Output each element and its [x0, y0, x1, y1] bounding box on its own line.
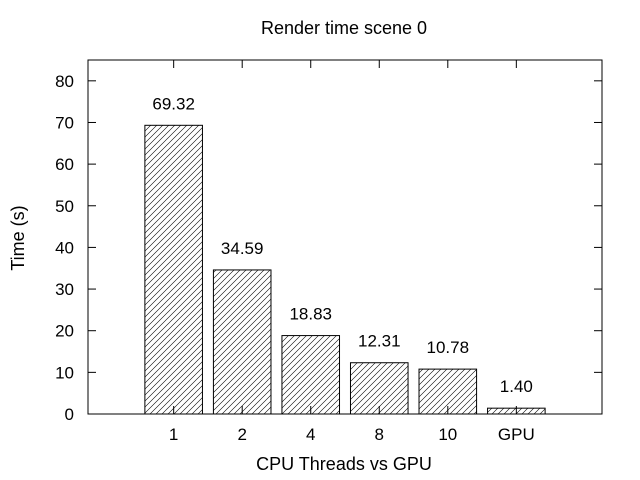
x-tick-label: 8 [375, 425, 384, 444]
chart-title: Render time scene 0 [261, 18, 427, 38]
x-tick-label: 1 [169, 425, 178, 444]
x-tick-label: 4 [306, 425, 315, 444]
plot-frame [87, 59, 603, 415]
y-tick-label: 30 [55, 280, 74, 299]
bar-8 [349, 362, 409, 415]
y-tick-label: 60 [55, 155, 74, 174]
x-tick-label: 2 [237, 425, 246, 444]
data-label: 1.40 [500, 377, 533, 396]
y-tick-label: 70 [55, 113, 74, 132]
data-label: 69.32 [152, 94, 195, 113]
y-tick-label: 10 [55, 363, 74, 382]
x-tick-label: GPU [498, 425, 535, 444]
x-tick-label: 10 [438, 425, 457, 444]
x-axis-label: CPU Threads vs GPU [256, 454, 432, 474]
data-label: 10.78 [427, 338, 470, 357]
y-tick-label: 80 [55, 72, 74, 91]
y-tick-label: 40 [55, 238, 74, 257]
y-tick-label: 20 [55, 322, 74, 341]
bar-4 [281, 335, 341, 415]
plot-area: 0 10 20 30 40 50 60 70 80 1 69.32 2 34.59 4 18.83 8 12.3… [55, 59, 603, 444]
y-tick-label: 0 [65, 405, 74, 424]
data-label: 18.83 [289, 305, 332, 324]
y-axis-label: Time (s) [8, 205, 28, 270]
data-label: 34.59 [221, 239, 264, 258]
data-label: 12.31 [358, 332, 401, 351]
bar-1 [144, 124, 203, 415]
bar-2 [212, 269, 272, 415]
y-tick-label: 50 [55, 197, 74, 216]
